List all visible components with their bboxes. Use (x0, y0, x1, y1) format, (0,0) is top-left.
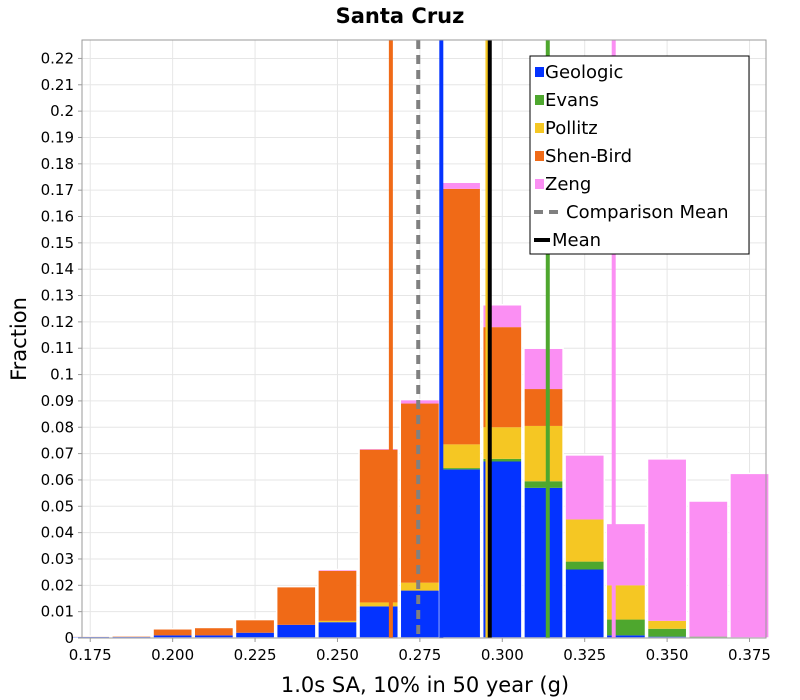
x-tick-label: 0.375 (728, 646, 771, 664)
bar-zeng-14 (647, 458, 687, 621)
bar-shen-bird-6 (317, 570, 358, 621)
legend-label-pollitz: Pollitz (545, 118, 598, 139)
y-tick-label: 0.08 (41, 418, 74, 436)
x-axis: 0.175 0.200 0.225 0.250 0.275 0.300 0.325 0.350… (69, 638, 771, 664)
y-tick-label: 0.09 (41, 392, 74, 410)
bar-pollitz-14 (647, 620, 687, 629)
bar-geologic-11 (523, 487, 564, 638)
bar-shen-bird-9 (441, 188, 481, 445)
x-tick-label: 0.275 (398, 646, 441, 664)
bar-evans-9 (441, 468, 481, 470)
y-tick-label: 0.19 (41, 128, 74, 146)
x-tick-label: 0.225 (234, 646, 277, 664)
bar-pollitz-7 (359, 602, 399, 607)
bar-shen-bird-3 (194, 627, 234, 636)
x-tick-label: 0.175 (69, 646, 112, 664)
y-tick-label: 0.06 (41, 471, 74, 489)
y-axis-label: Fraction (7, 297, 31, 381)
chart-title: Santa Cruz (336, 4, 465, 28)
y-tick-label: 0.02 (41, 576, 74, 594)
x-tick-label: 0.300 (481, 646, 524, 664)
legend-swatch-evans (535, 95, 544, 105)
bar-geologic-4 (235, 632, 275, 638)
legend-box (529, 55, 750, 255)
y-tick-label: 0.15 (41, 234, 74, 252)
bar-pollitz-12 (565, 519, 605, 562)
bar-evans-10 (482, 458, 522, 462)
y-tick-label: 0.03 (41, 550, 74, 568)
bar-shen-bird-2 (153, 628, 193, 636)
bar-geologic-13 (606, 635, 646, 638)
legend-swatch-shen-bird (535, 151, 544, 161)
y-axis: 0 0.01 0.02 0.03 0.04 0.05 0.06 0.07 0.08 0.09 0.1… (41, 49, 82, 647)
legend-label-comparison-mean: Comparison Mean (566, 202, 729, 223)
y-tick-label: 0 (64, 629, 74, 647)
x-axis-label: 1.0s SA, 10% in 50 year (g) (281, 673, 569, 697)
x-tick-label: 0.325 (563, 646, 606, 664)
y-tick-label: 0.2 (50, 102, 74, 120)
plot-border (81, 39, 767, 639)
legend-swatch-geologic (535, 67, 544, 77)
legend-swatch-zeng (535, 179, 544, 189)
y-tick-label: 0.18 (41, 155, 74, 173)
legend-swatch-pollitz (535, 123, 544, 133)
y-tick-label: 0.01 (41, 603, 74, 621)
y-tick-label: 0.11 (41, 339, 74, 357)
bar-shen-bird-11 (523, 389, 564, 426)
bar-geologic-9 (441, 469, 481, 638)
y-tick-label: 0.07 (41, 445, 74, 463)
legend-label-shen-bird: Shen-Bird (545, 146, 632, 167)
y-tick-label: 0.16 (41, 208, 74, 226)
bar-geologic-12 (565, 569, 605, 638)
y-tick-label: 0.17 (41, 181, 74, 199)
bar-pollitz-11 (523, 425, 564, 482)
bar-geologic-5 (276, 624, 316, 638)
bar-zeng-9 (441, 182, 481, 189)
legend-label-evans: Evans (545, 90, 599, 111)
y-tick-label: 0.05 (41, 497, 74, 515)
bar-evans-14 (647, 628, 687, 637)
bar-evans-11 (523, 481, 564, 488)
y-tick-label: 0.21 (41, 76, 74, 94)
bar-geologic-2 (153, 635, 193, 638)
bar-pollitz-6 (317, 620, 358, 623)
bar-shen-bird-4 (235, 619, 275, 633)
bars-layer (69, 181, 770, 639)
x-tick-label: 0.250 (316, 646, 359, 664)
bar-pollitz-9 (441, 444, 481, 469)
legend-label-zeng: Zeng (545, 174, 591, 195)
y-tick-label: 0.13 (41, 287, 74, 305)
bar-shen-bird-5 (276, 586, 316, 625)
legend-label-geologic: Geologic (545, 62, 623, 83)
y-tick-label: 0.1 (50, 366, 74, 384)
x-tick-label: 0.350 (646, 646, 689, 664)
legend: Geologic Evans Pollitz Shen-Bird Zeng Compari… (529, 55, 750, 255)
bar-zeng-15 (688, 501, 728, 637)
bar-zeng-10 (482, 304, 522, 328)
y-tick-label: 0.22 (41, 49, 74, 67)
y-tick-label: 0.14 (41, 260, 74, 278)
bar-geologic-6 (317, 622, 358, 638)
y-tick-label: 0.04 (41, 524, 74, 542)
legend-label-mean: Mean (552, 230, 601, 251)
y-tick-label: 0.12 (41, 313, 74, 331)
bar-geologic-3 (194, 635, 234, 638)
bar-evans-13 (606, 619, 646, 636)
bar-zeng-12 (565, 454, 605, 520)
bar-zeng-16 (729, 473, 770, 638)
bar-zeng-11 (523, 348, 564, 390)
x-tick-label: 0.200 (151, 646, 194, 664)
bar-evans-12 (565, 561, 605, 570)
